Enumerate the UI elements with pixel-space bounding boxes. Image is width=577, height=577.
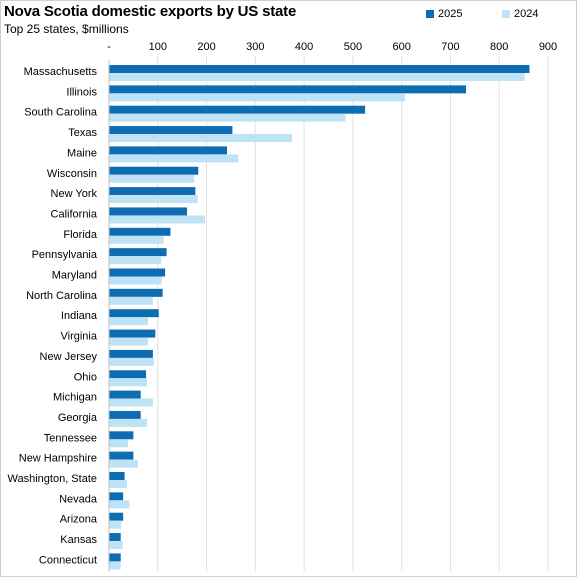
legend-label-2025: 2025 bbox=[438, 8, 463, 20]
category-label: Tennessee bbox=[44, 432, 97, 444]
x-tick-label: 400 bbox=[295, 41, 313, 53]
bar-2025 bbox=[109, 410, 141, 419]
x-tick-label: - bbox=[107, 41, 111, 53]
legend-swatch-2025 bbox=[426, 10, 434, 18]
bar-2025 bbox=[109, 248, 167, 257]
bar-2025 bbox=[109, 553, 121, 562]
category-label: Florida bbox=[63, 229, 98, 241]
bar-2025 bbox=[109, 85, 467, 94]
bar-2024 bbox=[109, 337, 149, 346]
bar-2024 bbox=[109, 276, 162, 285]
category-label: Maryland bbox=[52, 270, 97, 282]
bar-2025 bbox=[109, 349, 153, 358]
category-label: Massachusetts bbox=[24, 66, 98, 78]
bar-2024 bbox=[109, 520, 122, 529]
bar-2025 bbox=[109, 65, 530, 73]
category-label: Arizona bbox=[60, 514, 98, 526]
x-tick-label: 600 bbox=[392, 41, 410, 53]
category-label: South Carolina bbox=[24, 107, 98, 119]
bar-2025 bbox=[109, 207, 188, 216]
bar-2024 bbox=[109, 215, 206, 224]
category-label: Virginia bbox=[61, 331, 98, 343]
bar-2024 bbox=[109, 398, 153, 407]
category-label: Connecticut bbox=[39, 554, 97, 566]
legend-item-2025: 2025 bbox=[426, 8, 462, 20]
bar-2025 bbox=[109, 105, 366, 114]
bar-2025 bbox=[109, 390, 141, 399]
bar-2024 bbox=[109, 256, 162, 265]
x-tick-label: 500 bbox=[344, 41, 362, 53]
category-label: Nevada bbox=[59, 493, 98, 505]
bar-2024 bbox=[109, 357, 154, 366]
x-tick-label: 300 bbox=[246, 41, 264, 53]
bar-2024 bbox=[109, 134, 292, 143]
category-label: Texas bbox=[68, 127, 97, 139]
legend-item-2024: 2024 bbox=[502, 8, 538, 20]
x-tick-label: 900 bbox=[539, 41, 557, 53]
bar-2025 bbox=[109, 227, 171, 236]
bar-2024 bbox=[109, 154, 239, 163]
bar-2024 bbox=[109, 235, 164, 244]
category-label: Wisconsin bbox=[47, 168, 97, 180]
category-label: New York bbox=[51, 188, 98, 200]
category-label: Michigan bbox=[53, 392, 97, 404]
chart-title: Nova Scotia domestic exports by US state bbox=[4, 3, 297, 20]
bar-2025 bbox=[109, 431, 134, 440]
bar-2024 bbox=[109, 73, 525, 81]
bar-2024 bbox=[109, 317, 149, 326]
category-label: Indiana bbox=[61, 310, 98, 322]
bar-2025 bbox=[109, 533, 121, 542]
bar-2024 bbox=[109, 459, 138, 468]
bar-2025 bbox=[109, 146, 228, 155]
bar-2024 bbox=[109, 541, 123, 550]
bar-2025 bbox=[109, 492, 124, 501]
bar-2025 bbox=[109, 166, 199, 175]
bar-2025 bbox=[109, 329, 156, 338]
x-tick-label: 100 bbox=[149, 41, 167, 53]
bar-2025 bbox=[109, 268, 166, 277]
bar-2025 bbox=[109, 512, 124, 521]
category-label: California bbox=[51, 208, 98, 220]
category-label: Georgia bbox=[58, 412, 98, 424]
bar-2024 bbox=[109, 93, 406, 102]
bar-2024 bbox=[109, 439, 129, 448]
bar-2025 bbox=[109, 187, 196, 196]
category-label: Kansas bbox=[60, 534, 97, 546]
bar-2024 bbox=[109, 500, 130, 509]
category-label: Washington, State bbox=[8, 473, 97, 485]
category-label: New Jersey bbox=[40, 351, 98, 363]
bar-2024 bbox=[109, 378, 148, 387]
bar-2025 bbox=[109, 126, 233, 135]
bar-2025 bbox=[109, 472, 125, 480]
bar-2024 bbox=[109, 113, 346, 122]
bar-2025 bbox=[109, 309, 159, 318]
bar-2025 bbox=[109, 288, 163, 297]
category-label: Maine bbox=[67, 147, 97, 159]
bar-2025 bbox=[109, 370, 147, 379]
x-tick-label: 200 bbox=[197, 41, 215, 53]
category-label: North Carolina bbox=[26, 290, 98, 302]
bar-2024 bbox=[109, 195, 198, 204]
chart-subtitle: Top 25 states, $millions bbox=[4, 22, 129, 36]
x-tick-label: 800 bbox=[490, 41, 508, 53]
bar-2024 bbox=[109, 296, 153, 305]
bar-2024 bbox=[109, 418, 148, 427]
bar-2024 bbox=[109, 174, 195, 183]
bar-2025 bbox=[109, 451, 134, 460]
category-label: Pennsylvania bbox=[32, 249, 98, 261]
x-tick-label: 700 bbox=[441, 41, 459, 53]
legend-swatch-2024 bbox=[502, 10, 510, 18]
legend-label-2024: 2024 bbox=[514, 8, 539, 20]
category-label: Illinois bbox=[66, 86, 97, 98]
category-label: New Hampshire bbox=[19, 453, 97, 465]
bar-2024 bbox=[109, 480, 128, 488]
category-label: Ohio bbox=[74, 371, 97, 383]
bar-2024 bbox=[109, 561, 121, 570]
